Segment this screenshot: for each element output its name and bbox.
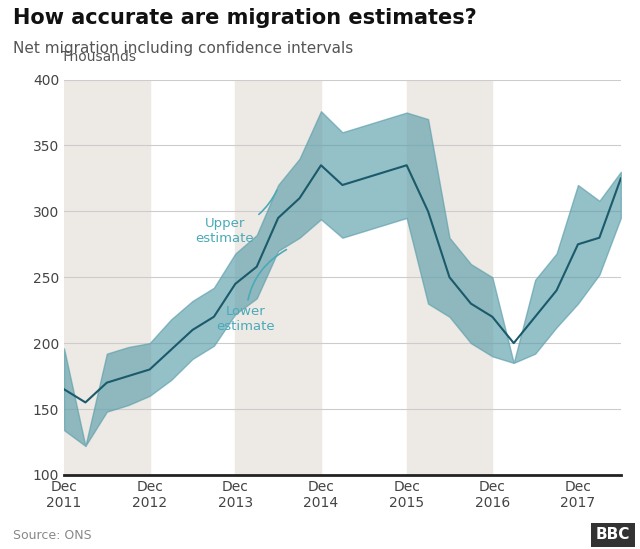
Text: How accurate are migration estimates?: How accurate are migration estimates? xyxy=(13,8,477,28)
Text: Lower
estimate: Lower estimate xyxy=(217,250,287,333)
Bar xyxy=(406,80,492,475)
Text: Net migration including confidence intervals: Net migration including confidence inter… xyxy=(13,41,353,56)
Text: Upper
estimate: Upper estimate xyxy=(195,190,277,245)
Bar xyxy=(64,80,150,475)
Text: Source: ONS: Source: ONS xyxy=(13,529,92,542)
Text: Thousands: Thousands xyxy=(61,50,136,64)
Text: BBC: BBC xyxy=(596,528,630,542)
Bar xyxy=(236,80,321,475)
